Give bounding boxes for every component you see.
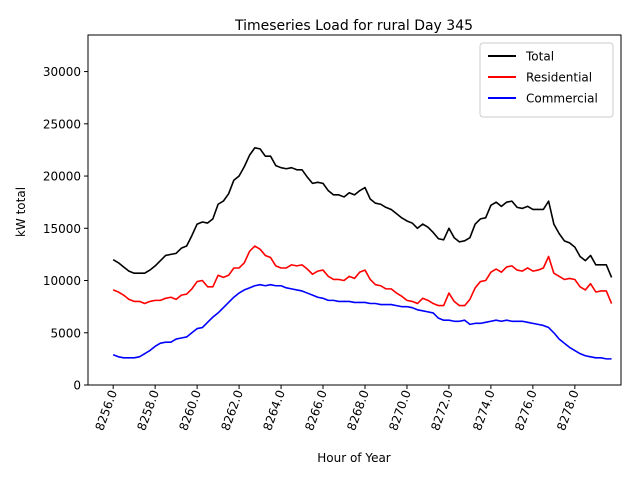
y-tick-label: 10000: [43, 274, 81, 288]
x-tick-label: 8258.0: [134, 388, 162, 432]
chart-title: Timeseries Load for rural Day 345: [234, 18, 473, 34]
x-tick-label: 8262.0: [218, 388, 246, 432]
series-line-total: [112, 147, 613, 278]
x-tick-label: 8278.0: [554, 388, 582, 432]
x-tick-label: 8272.0: [428, 388, 456, 432]
legend: Total Residential Commercial: [479, 42, 614, 118]
y-axis-label: kW total: [14, 187, 28, 237]
y-tick-label: 20000: [43, 170, 81, 184]
x-tick-label: 8256.0: [92, 388, 120, 432]
y-tick-label: 30000: [43, 65, 81, 79]
x-tick-label: 8276.0: [512, 388, 540, 432]
y-tick-label: 25000: [43, 117, 81, 131]
plot-frame: [87, 34, 622, 386]
legend-label-commercial: Commercial: [526, 92, 598, 106]
x-tick-label: 8266.0: [302, 388, 330, 432]
series-lines: [112, 147, 613, 360]
x-tick-label: 8264.0: [260, 388, 288, 432]
legend-label-total: Total: [525, 50, 554, 64]
x-tick-label: 8274.0: [470, 388, 498, 432]
x-axis-ticks: 8256.0 8258.0 8260.0 8262.0 8264.0 8266.0 8268…: [92, 385, 582, 432]
y-tick-label: 15000: [43, 222, 81, 236]
x-axis-label: Hour of Year: [317, 451, 391, 465]
series-line-commercial: [112, 283, 612, 360]
x-tick-label: 8270.0: [386, 388, 414, 432]
legend-label-residential: Residential: [526, 71, 592, 85]
series-line-residential: [112, 245, 613, 307]
y-tick-label: 5000: [50, 326, 81, 340]
y-tick-label: 0: [73, 379, 81, 393]
x-tick-label: 8260.0: [176, 388, 204, 432]
x-tick-label: 8268.0: [344, 388, 372, 432]
y-axis-ticks: 0 5000 10000 15000 20000 25000 30000: [43, 65, 88, 393]
